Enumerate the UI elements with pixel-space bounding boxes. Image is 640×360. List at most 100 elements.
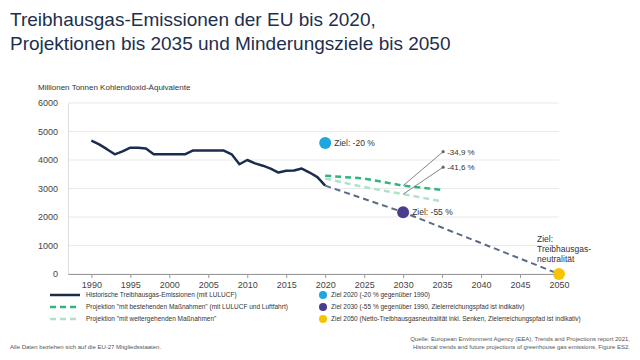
x-tick-label: 2005 bbox=[199, 280, 219, 290]
annotation-dot bbox=[442, 150, 445, 153]
x-tick-mark bbox=[364, 274, 365, 278]
legend-label: Ziel 2020 (-20 % gegenüber 1990) bbox=[331, 291, 430, 299]
title: Treibhausgas-Emissionen der EU bis 2020, bbox=[10, 9, 376, 30]
legend-label: Ziel 2030 (-55 % gegenüber 1990, Zielerr… bbox=[331, 303, 524, 311]
x-tick: 1990 bbox=[82, 274, 102, 290]
x-tick: 2010 bbox=[238, 274, 258, 290]
annotations: -34,9 % -41,6 % bbox=[403, 148, 475, 195]
legend-swatch bbox=[319, 315, 327, 323]
legend-label: Ziel 2050 (Netto-Treibhausgasneutralität… bbox=[331, 315, 581, 323]
chart: Treibhausgas-Emissionen der EU bis 2020,… bbox=[0, 0, 640, 360]
y-tick-label: 5000 bbox=[38, 127, 58, 137]
x-tick-label: 2035 bbox=[433, 280, 453, 290]
y-tick-label: 0 bbox=[53, 269, 58, 279]
y-tick: 2000 bbox=[38, 212, 68, 222]
target-point bbox=[319, 137, 331, 149]
y-axis-label: Millionen Tonnen Kohlendioxid-Äquivalent… bbox=[38, 83, 191, 92]
point-label: Treibhausgas- bbox=[537, 244, 591, 254]
legend-item: Historische Treibhausgas-Emissionen (mit… bbox=[50, 291, 237, 299]
y-tick-label: 4000 bbox=[38, 155, 58, 165]
x-tick-label: 2040 bbox=[472, 280, 492, 290]
grid bbox=[68, 103, 559, 274]
x-tick-mark bbox=[91, 274, 92, 278]
legend-item: Ziel 2050 (Netto-Treibhausgasneutralität… bbox=[319, 315, 581, 323]
x-tick-mark bbox=[169, 274, 170, 278]
y-tick-label: 2000 bbox=[38, 212, 58, 222]
x-tick-label: 1995 bbox=[121, 280, 141, 290]
legend-swatch bbox=[50, 318, 80, 321]
y-tick: 6000 bbox=[38, 98, 68, 108]
point-label: Ziel: -20 % bbox=[334, 138, 375, 148]
x-tick-label: 2030 bbox=[394, 280, 414, 290]
series-line bbox=[325, 176, 442, 190]
y-tick: 3000 bbox=[38, 184, 68, 194]
x-tick-mark bbox=[247, 274, 248, 278]
grid-line bbox=[68, 160, 559, 161]
x-tick-label: 1990 bbox=[82, 280, 102, 290]
target-point bbox=[553, 268, 565, 280]
target-point bbox=[397, 206, 409, 218]
y-tick-label: 3000 bbox=[38, 184, 58, 194]
grid-line bbox=[68, 103, 559, 104]
legend-swatch bbox=[319, 291, 327, 299]
x-tick-mark bbox=[325, 274, 326, 278]
x-tick-mark bbox=[286, 274, 287, 278]
x-tick: 2000 bbox=[160, 274, 180, 290]
x-tick: 2020 bbox=[316, 274, 336, 290]
x-tick: 2030 bbox=[394, 274, 414, 290]
legend-label: Projektion "mit weitergehenden Maßnahmen… bbox=[86, 315, 217, 323]
x-tick-label: 2045 bbox=[511, 280, 531, 290]
x-tick: 1995 bbox=[121, 274, 141, 290]
x-tick-label: 2000 bbox=[160, 280, 180, 290]
y-tick-label: 1000 bbox=[38, 241, 58, 251]
y-tick-label: 6000 bbox=[38, 98, 58, 108]
annotation-dot bbox=[442, 166, 445, 169]
x-tick-mark bbox=[130, 274, 131, 278]
legend-swatch bbox=[50, 306, 80, 309]
point-label: Ziel: bbox=[537, 234, 553, 244]
y-tick: 0 bbox=[53, 269, 68, 279]
annotation-text: -41,6 % bbox=[447, 163, 475, 172]
grid-line bbox=[68, 131, 559, 132]
x-tick-label: 2050 bbox=[549, 280, 569, 290]
annotation-leader bbox=[403, 167, 443, 194]
x-tick-label: 2025 bbox=[355, 280, 375, 290]
source: Quelle: European Environment Agency (EEA… bbox=[410, 336, 630, 342]
x-tick: 2035 bbox=[433, 274, 453, 290]
y-tick: 5000 bbox=[38, 127, 68, 137]
legend-item: Ziel 2030 (-55 % gegenüber 1990, Zielerr… bbox=[319, 303, 524, 311]
grid-line bbox=[68, 274, 559, 275]
legend-item: Ziel 2020 (-20 % gegenüber 1990) bbox=[319, 291, 430, 299]
point-label: Ziel: -55 % bbox=[412, 207, 453, 217]
y-tick: 1000 bbox=[38, 241, 68, 251]
grid-line bbox=[68, 188, 559, 189]
legend-label: Historische Treibhausgas-Emissionen (mit… bbox=[86, 291, 237, 299]
x-tick-mark bbox=[481, 274, 482, 278]
series-line bbox=[325, 179, 442, 202]
note: Alle Daten beziehen sich auf die EU-27 M… bbox=[10, 344, 161, 350]
series-line bbox=[325, 186, 559, 274]
legend-swatch bbox=[319, 303, 327, 311]
point-label: neutralität bbox=[537, 254, 575, 264]
x-tick-mark bbox=[208, 274, 209, 278]
legend-item: Projektion "mit weitergehenden Maßnahmen… bbox=[50, 315, 217, 323]
x-tick: 2015 bbox=[277, 274, 297, 290]
plot-area bbox=[91, 137, 565, 280]
source: Historical trends and future projections… bbox=[413, 344, 630, 350]
x-axis: 1990 1995 2000 2005 2010 2015 2020 2025 2030 2035… bbox=[69, 274, 570, 290]
x-axis-line bbox=[69, 274, 560, 275]
annotation-text: -34,9 % bbox=[447, 148, 475, 157]
x-tick-label: 2015 bbox=[277, 280, 297, 290]
legend-swatch bbox=[50, 294, 80, 297]
point-labels: Ziel: -20 % Ziel: -55 % Ziel:Treibhausgas-… bbox=[334, 138, 591, 264]
title: Projektionen bis 2035 und Minderungsziel… bbox=[10, 33, 450, 54]
x-tick-label: 2010 bbox=[238, 280, 258, 290]
x-tick-mark bbox=[403, 274, 404, 278]
x-tick: 2005 bbox=[199, 274, 219, 290]
legend: Historische Treibhausgas-Emissionen (mit… bbox=[50, 291, 581, 323]
x-tick: 2045 bbox=[511, 274, 531, 290]
legend-label: Projektion "mit bestehenden Maßnahmen" (… bbox=[86, 303, 288, 311]
grid-line bbox=[68, 217, 559, 218]
y-axis-line bbox=[68, 104, 69, 275]
legend-item: Projektion "mit bestehenden Maßnahmen" (… bbox=[50, 303, 288, 311]
